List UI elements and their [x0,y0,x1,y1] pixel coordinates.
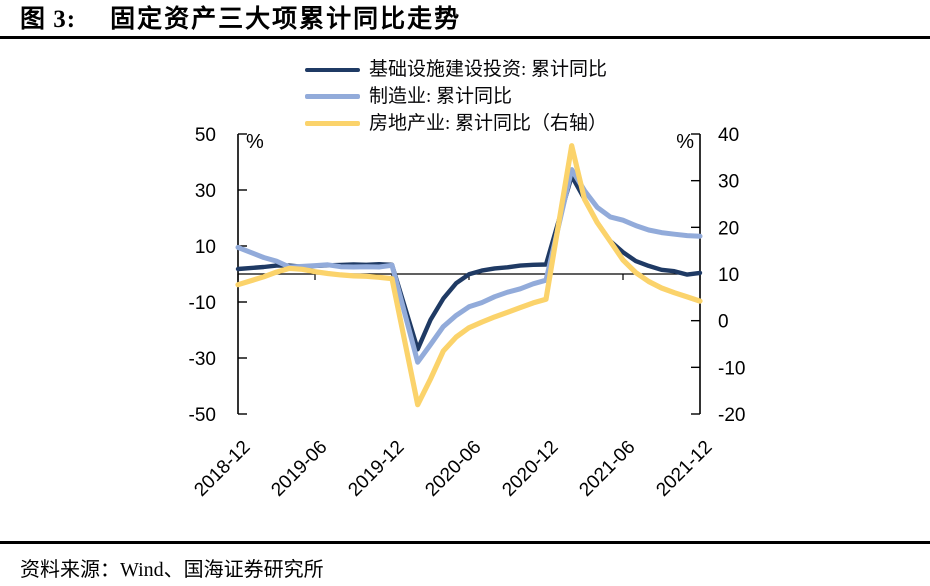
legend-label: 房地产业: 累计同比（右轴） [369,113,608,134]
left-axis-tick-label: -10 [189,293,216,314]
series-line-real-estate [235,143,703,408]
chart-figure: 50 30 10 -10 -30 -50 40 30 20 10 0 -10 -20%% 2018-12 2… [0,39,930,534]
left-axis-tick-label: -50 [189,405,216,426]
right-axis-tick-label: 10 [718,265,739,286]
x-axis-tick-label: 2019-12 [344,437,408,501]
right-axis-tick-label: 20 [718,218,739,239]
x-axis-tick-label: 2021-06 [575,437,639,501]
x-axis-tick-label: 2021-12 [652,437,716,501]
right-axis-tick-label: -20 [718,405,745,426]
chart-legend: 基础设施建设投资: 累计同比 制造业: 累计同比 房地产业: 累计同比（右轴） [305,56,607,137]
x-axis-tick-label: 2020-06 [421,437,485,501]
right-axis-tick-label: 40 [718,125,739,146]
right-axis-tick-label: 30 [718,172,739,193]
series-line-infrastructure [235,173,703,352]
source-note: 资料来源：Wind、国海证券研究所 [20,559,324,581]
series-line-manufacturing [235,167,703,365]
legend-label: 制造业: 累计同比 [369,86,513,107]
right-axis-tick-label: 0 [718,312,729,333]
infrastructure-line-swatch [305,67,360,72]
top-divider [0,36,930,39]
right-axis-tick-label: -10 [718,358,745,379]
legend-item-manufacturing: 制造业: 累计同比 [305,83,607,110]
left-axis-tick-label: -30 [189,349,216,370]
legend-item-infrastructure: 基础设施建设投资: 累计同比 [305,56,607,83]
real-estate-line-swatch [305,121,360,126]
figure-title: 固定资产三大项累计同比走势 [110,6,462,33]
figure-number: 图 3: [20,6,77,33]
x-axis-tick-label: 2020-12 [498,437,562,501]
bottom-divider [0,541,930,544]
left-axis-unit-label: % [246,131,264,153]
manufacturing-line-swatch [305,94,360,99]
figure-header: 图 3: 固定资产三大项累计同比走势 [0,0,930,36]
legend-label: 基础设施建设投资: 累计同比 [369,59,608,80]
left-axis-tick-label: 10 [195,237,216,258]
legend-item-real-estate: 房地产业: 累计同比（右轴） [305,110,607,137]
x-axis-tick-label: 2018-12 [190,437,254,501]
right-axis-unit-label: % [676,131,694,153]
left-axis-tick-label: 50 [195,125,216,146]
x-axis-tick-label: 2019-06 [267,437,331,501]
left-axis-tick-label: 30 [195,181,216,202]
